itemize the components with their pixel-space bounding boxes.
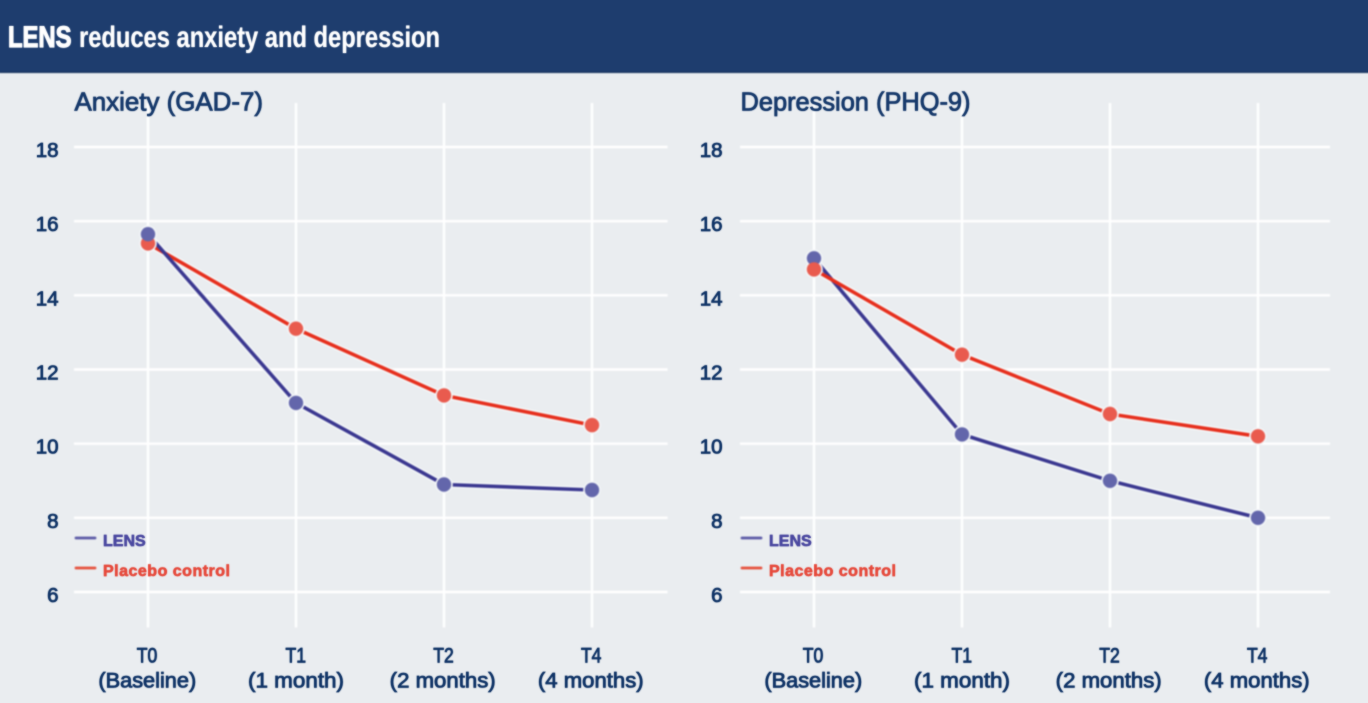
svg-text:T0: T0 [137,645,158,668]
svg-text:LENS: LENS [103,533,146,550]
svg-text:LENS: LENS [769,533,812,550]
svg-text:18: 18 [700,139,723,162]
svg-text:T1: T1 [952,645,973,668]
svg-text:Anxiety (GAD-7): Anxiety (GAD-7) [75,87,264,117]
svg-text:6: 6 [711,584,722,607]
svg-text:Placebo control: Placebo control [769,563,896,580]
svg-text:T2: T2 [1099,645,1120,668]
svg-text:T4: T4 [581,645,602,668]
svg-text:14: 14 [700,287,723,310]
svg-text:reduces anxiety and depression: reduces anxiety and depression [79,21,440,54]
svg-text:LENS: LENS [103,533,146,550]
svg-text:(1 month): (1 month) [914,670,1010,693]
svg-text:8: 8 [711,510,722,533]
svg-text:T2: T2 [433,645,454,668]
svg-text:(Baseline): (Baseline) [764,670,862,693]
svg-text:T4: T4 [1247,645,1268,668]
svg-text:6: 6 [711,584,722,607]
svg-text:6: 6 [47,584,58,607]
svg-text:T2: T2 [433,645,454,668]
svg-text:(1 month): (1 month) [914,670,1010,693]
svg-text:(2 months): (2 months) [390,670,496,693]
svg-text:10: 10 [700,436,723,459]
svg-text:T2: T2 [1099,645,1120,668]
svg-text:8: 8 [47,510,58,533]
svg-text:16: 16 [36,213,59,236]
svg-text:16: 16 [36,213,59,236]
svg-text:18: 18 [36,139,59,162]
svg-text:16: 16 [700,213,723,236]
svg-text:(4 months): (4 months) [1204,670,1310,693]
svg-text:(1 month): (1 month) [248,670,344,693]
svg-text:T1: T1 [286,645,307,668]
svg-text:Depression (PHQ-9): Depression (PHQ-9) [741,87,971,117]
svg-text:(Baseline): (Baseline) [764,670,862,693]
svg-text:Anxiety (GAD-7): Anxiety (GAD-7) [75,87,264,117]
svg-text:T4: T4 [1247,645,1268,668]
svg-text:8: 8 [711,510,722,533]
svg-text:Depression (PHQ-9): Depression (PHQ-9) [741,87,971,117]
svg-text:12: 12 [36,362,59,385]
svg-text:(2 months): (2 months) [1056,670,1162,693]
svg-text:T1: T1 [286,645,307,668]
svg-text:reduces anxiety and depression: reduces anxiety and depression [79,21,440,54]
svg-text:(Baseline): (Baseline) [98,670,196,693]
svg-text:(4 months): (4 months) [538,670,644,693]
svg-text:14: 14 [36,287,59,310]
svg-text:T0: T0 [137,645,158,668]
svg-text:(Baseline): (Baseline) [98,670,196,693]
svg-text:12: 12 [700,362,723,385]
svg-text:14: 14 [700,287,723,310]
svg-text:8: 8 [47,510,58,533]
svg-text:10: 10 [36,436,59,459]
svg-text:(4 months): (4 months) [538,670,644,693]
svg-text:6: 6 [47,584,58,607]
svg-text:LENS: LENS [8,21,72,54]
svg-text:T1: T1 [952,645,973,668]
svg-text:(2 months): (2 months) [1056,670,1162,693]
svg-text:LENS: LENS [769,533,812,550]
svg-text:14: 14 [36,287,59,310]
svg-text:(2 months): (2 months) [390,670,496,693]
svg-text:18: 18 [36,139,59,162]
svg-text:Placebo control: Placebo control [769,563,896,580]
svg-text:16: 16 [700,213,723,236]
svg-text:T0: T0 [803,645,824,668]
svg-text:T0: T0 [803,645,824,668]
svg-text:(4 months): (4 months) [1204,670,1310,693]
svg-text:12: 12 [700,362,723,385]
svg-text:T4: T4 [581,645,602,668]
svg-text:10: 10 [36,436,59,459]
svg-text:Placebo control: Placebo control [103,563,230,580]
svg-text:18: 18 [700,139,723,162]
svg-text:12: 12 [36,362,59,385]
svg-text:10: 10 [700,436,723,459]
svg-text:LENS: LENS [8,21,72,54]
svg-text:Placebo control: Placebo control [103,563,230,580]
svg-text:(1 month): (1 month) [248,670,344,693]
